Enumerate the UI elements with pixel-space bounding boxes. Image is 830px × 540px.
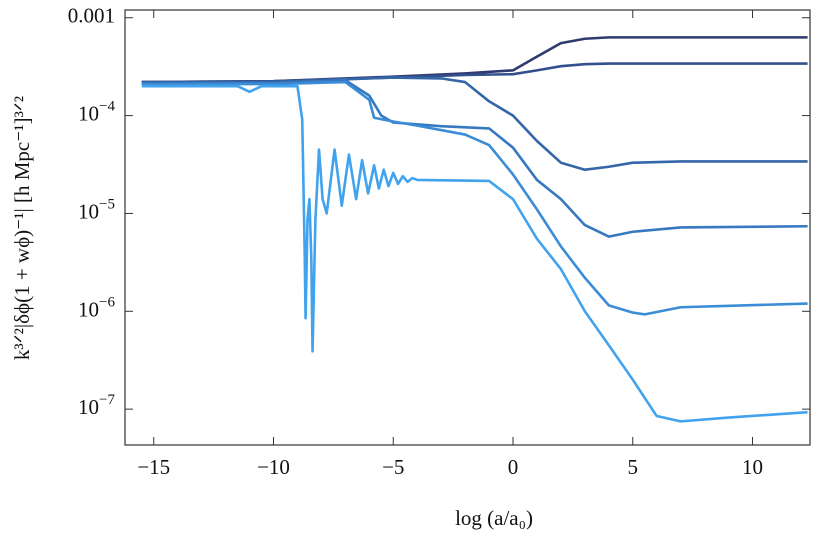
y-tick-label: 10−6 bbox=[78, 295, 115, 321]
y-tick-label: 10−7 bbox=[78, 393, 115, 419]
x-tick-label: −5 bbox=[382, 455, 404, 479]
x-tick-label: −10 bbox=[257, 455, 290, 479]
x-tick-label: 10 bbox=[742, 455, 763, 479]
x-tick-label: 0 bbox=[508, 455, 519, 479]
y-tick-label: 10−4 bbox=[78, 99, 115, 125]
plot-frame bbox=[124, 9, 811, 446]
x-axis-label: log (a/a₀) bbox=[455, 506, 533, 530]
series-line bbox=[141, 84, 808, 423]
series-line bbox=[141, 76, 808, 171]
y-tick-label: 0.001 bbox=[68, 4, 115, 28]
series-line bbox=[141, 78, 808, 238]
y-tick-label: 10−5 bbox=[78, 197, 115, 223]
x-tick-label: −15 bbox=[137, 455, 170, 479]
y-axis-label: k³ᐟ²|δϕ(1 + wϕ)⁻¹| [h Mpc⁻¹]³ᐟ² bbox=[10, 96, 34, 360]
x-tick-label: 5 bbox=[628, 455, 639, 479]
series-line bbox=[141, 80, 808, 316]
